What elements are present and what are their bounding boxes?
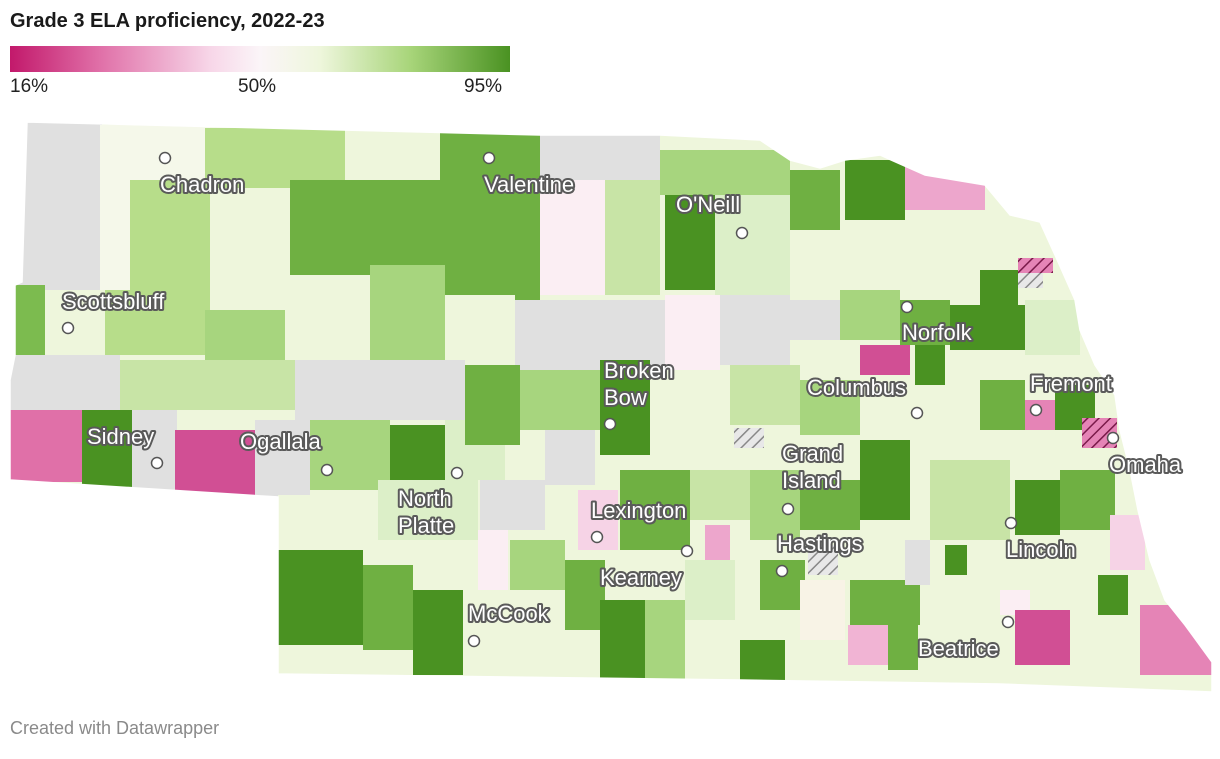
city-marker-norfolk	[900, 300, 914, 314]
city-hastings: Hastings	[775, 529, 865, 578]
city-marker-sidney	[150, 456, 164, 470]
city-kearney: Kearney	[598, 544, 694, 592]
city-marker-omaha	[1106, 431, 1120, 445]
city-label-columbus: Columbus	[807, 375, 906, 400]
city-label-north-platte: North	[398, 486, 452, 511]
city-label-chadron: Chadron	[160, 172, 244, 197]
color-legend-bar	[10, 46, 510, 72]
city-marker-grand-island	[781, 502, 795, 516]
city-label-beatrice: Beatrice	[918, 636, 999, 661]
city-marker-mccook	[467, 634, 481, 648]
city-marker-valentine	[482, 151, 496, 165]
city-marker-north-platte	[450, 466, 464, 480]
city-marker-hastings	[775, 564, 789, 578]
city-label-scottsbluff: Scottsbluff	[62, 289, 165, 314]
state-outline	[9, 121, 1213, 693]
city-label-broken-bow: Broken	[604, 358, 674, 383]
district-regions	[10, 122, 1212, 692]
city-marker-scottsbluff	[61, 321, 75, 335]
city-label-sidney: Sidney	[87, 424, 154, 449]
city-ogallala: Ogallala	[238, 427, 334, 477]
city-marker-fremont	[1029, 403, 1043, 417]
city-chadron: Chadron	[158, 151, 246, 199]
city-omaha: Omaha	[1106, 431, 1184, 479]
city-label-kearney: Kearney	[600, 565, 682, 590]
city-marker-o-neill	[735, 226, 749, 240]
city-marker-kearney	[680, 544, 694, 558]
city-label-omaha: Omaha	[1109, 452, 1182, 477]
city-label-grand-island: Island	[782, 468, 841, 493]
city-label-lincoln: Lincoln	[1006, 537, 1076, 562]
city-label-norfolk: Norfolk	[902, 320, 973, 345]
chart-title: Grade 3 ELA proficiency, 2022-23	[10, 10, 325, 32]
city-label-valentine: Valentine	[484, 172, 574, 197]
city-label-mccook: McCook	[468, 601, 550, 626]
city-valentine: Valentine	[482, 151, 576, 199]
credit-footer: Created with Datawrapper	[10, 718, 220, 738]
city-marker-lexington	[590, 530, 604, 544]
city-columbus: Columbus	[805, 373, 924, 420]
city-marker-chadron	[158, 151, 172, 165]
legend-max-label: 95%	[464, 76, 503, 97]
city-beatrice: Beatrice	[916, 615, 1015, 663]
city-label-fremont: Fremont	[1030, 371, 1112, 396]
city-sidney: Sidney	[85, 422, 164, 470]
city-marker-columbus	[910, 406, 924, 420]
city-o-neill: O'Neill	[674, 190, 749, 240]
legend-mid-label: 50%	[238, 76, 277, 97]
city-label-lexington: Lexington	[591, 498, 686, 523]
city-fremont: Fremont	[1028, 369, 1114, 417]
legend-min-label: 16%	[10, 76, 49, 97]
city-label-broken-bow: Bow	[604, 385, 647, 410]
city-lincoln: Lincoln	[1004, 516, 1078, 564]
city-label-o-neill: O'Neill	[676, 192, 740, 217]
city-marker-broken-bow	[603, 417, 617, 431]
city-lexington: Lexington	[589, 496, 688, 544]
city-scottsbluff: Scottsbluff	[60, 287, 167, 335]
city-label-north-platte: Platte	[398, 513, 454, 538]
city-marker-ogallala	[320, 463, 334, 477]
city-label-ogallala: Ogallala	[240, 429, 321, 454]
city-labels: Chadron Valentine O'Neill Scottsbluff Norfol…	[60, 151, 1184, 663]
city-label-hastings: Hastings	[777, 531, 863, 556]
city-mccook: McCook	[466, 599, 552, 648]
city-marker-beatrice	[1001, 615, 1015, 629]
city-marker-lincoln	[1004, 516, 1018, 530]
city-label-grand-island: Grand	[782, 441, 843, 466]
city-norfolk: Norfolk	[900, 300, 975, 347]
